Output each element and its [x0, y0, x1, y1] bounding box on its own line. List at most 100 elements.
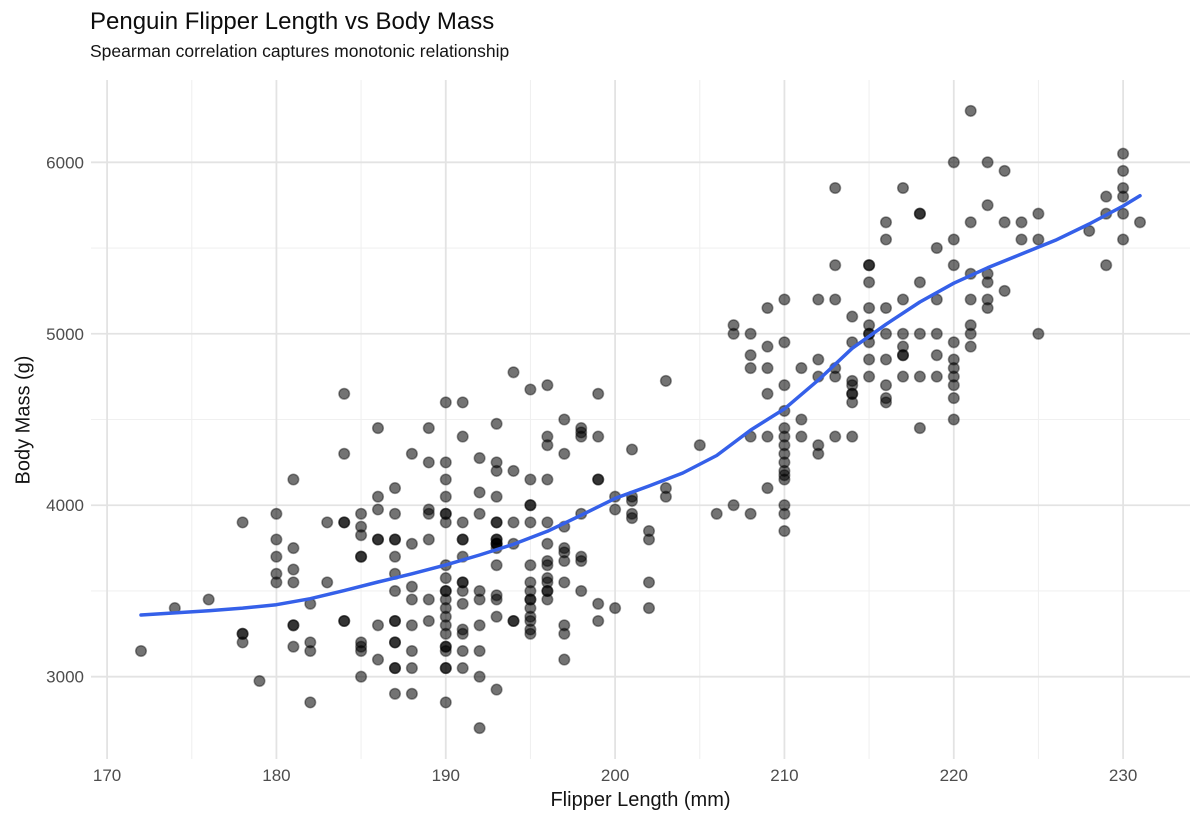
data-point	[964, 340, 977, 353]
data-point	[405, 580, 418, 593]
data-point	[947, 259, 960, 272]
data-point	[1032, 207, 1045, 220]
data-point	[439, 396, 452, 409]
y-tick-label: 5000	[46, 325, 84, 344]
data-point	[355, 520, 368, 533]
data-point	[795, 413, 808, 426]
x-tick-label: 210	[770, 766, 798, 785]
data-point	[422, 507, 435, 520]
data-point	[981, 276, 994, 289]
data-point	[507, 366, 520, 379]
data-point	[1117, 190, 1130, 203]
data-point	[896, 327, 910, 340]
data-point	[913, 422, 926, 435]
data-point	[744, 327, 757, 340]
data-point	[439, 696, 452, 709]
data-point	[338, 614, 351, 628]
data-point	[422, 593, 435, 606]
data-point	[473, 619, 486, 632]
data-point	[473, 722, 486, 735]
data-point	[879, 301, 893, 315]
data-point	[287, 563, 300, 576]
data-point	[134, 644, 148, 658]
data-point	[507, 464, 520, 477]
data-point	[405, 619, 418, 632]
data-point	[846, 430, 859, 443]
data-point	[642, 602, 656, 615]
data-point	[863, 259, 876, 272]
data-point	[778, 524, 791, 538]
x-tick-label: 220	[940, 766, 968, 785]
data-point	[659, 374, 672, 387]
data-point	[270, 507, 283, 520]
data-point	[524, 383, 537, 396]
data-point	[338, 516, 351, 529]
data-point	[1032, 327, 1045, 340]
data-point	[778, 507, 791, 520]
data-point	[270, 576, 283, 589]
data-point	[473, 644, 486, 658]
data-point	[575, 426, 588, 439]
data-point	[761, 482, 774, 495]
data-point	[778, 473, 791, 486]
data-point	[405, 537, 418, 550]
data-point	[879, 353, 893, 366]
data-point	[1133, 216, 1147, 229]
data-point	[439, 627, 452, 640]
data-point	[829, 181, 842, 195]
data-point	[1100, 190, 1113, 203]
y-tick-label: 6000	[46, 153, 84, 172]
data-point	[947, 413, 960, 426]
data-point	[490, 464, 503, 477]
data-point	[964, 216, 977, 229]
data-point	[507, 614, 520, 628]
data-point	[1117, 164, 1130, 177]
data-point	[270, 533, 283, 546]
data-point	[456, 644, 469, 658]
data-point	[575, 584, 588, 598]
data-point	[642, 576, 656, 589]
data-point	[896, 181, 910, 195]
data-point	[490, 516, 503, 529]
data-point	[439, 572, 452, 585]
data-point	[930, 370, 943, 383]
data-point	[524, 499, 537, 512]
data-point	[456, 430, 469, 443]
data-point	[575, 554, 588, 568]
data-point	[541, 439, 554, 452]
data-point	[405, 644, 418, 658]
data-point	[422, 422, 435, 435]
data-point	[1015, 216, 1028, 229]
data-point	[778, 430, 791, 443]
data-point	[913, 370, 926, 383]
data-point	[371, 619, 385, 632]
data-point	[710, 507, 723, 520]
data-point	[947, 156, 960, 169]
data-point	[321, 516, 334, 529]
data-point	[388, 636, 402, 649]
data-point	[388, 687, 402, 700]
data-point	[964, 104, 977, 117]
data-point	[405, 662, 418, 675]
data-point	[625, 512, 639, 525]
data-point	[812, 353, 825, 366]
data-point	[405, 447, 418, 460]
data-point	[1117, 233, 1130, 246]
data-point	[541, 572, 554, 585]
x-tick-label: 170	[93, 766, 121, 785]
plot-subtitle: Spearman correlation captures monotonic …	[90, 41, 510, 61]
data-point	[998, 216, 1011, 229]
data-point	[558, 576, 571, 589]
data-point	[879, 327, 893, 340]
data-point	[592, 430, 605, 443]
data-point	[371, 533, 385, 546]
data-point	[456, 533, 469, 546]
data-point	[846, 396, 859, 409]
data-point	[761, 301, 774, 315]
data-point	[930, 241, 943, 255]
y-axis-title: Body Mass (g)	[12, 355, 35, 485]
data-point	[490, 589, 503, 602]
data-point	[761, 387, 774, 400]
data-point	[541, 516, 554, 529]
